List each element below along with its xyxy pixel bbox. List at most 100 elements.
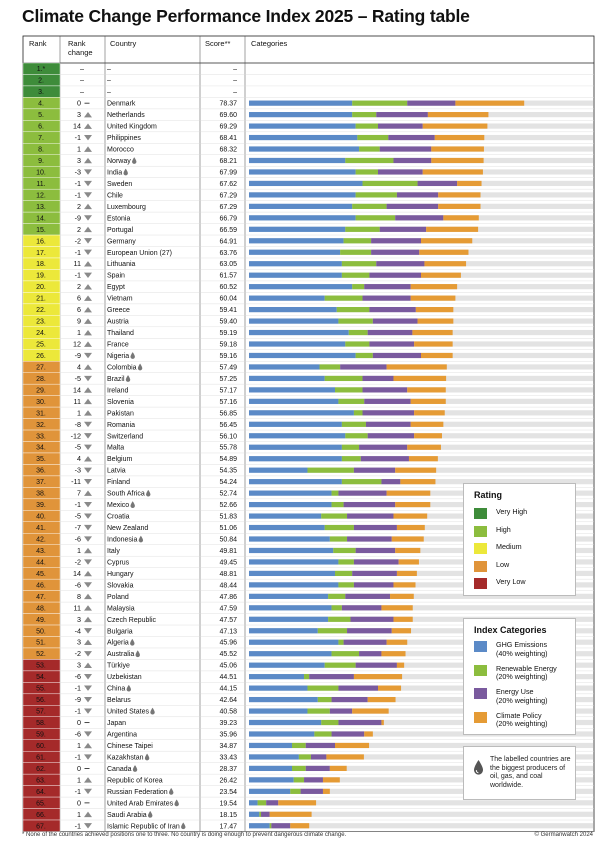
bar-segment-policy [422, 169, 483, 175]
legend-swatch [474, 578, 487, 589]
category-legend-title: Index Categories [474, 625, 547, 635]
score-value: 54.35 [219, 468, 237, 475]
bar-background [249, 559, 593, 565]
score-value: 47.13 [219, 628, 237, 635]
bar-segment-ghg [249, 433, 346, 439]
oil-drop-icon [137, 363, 143, 371]
bar-segment-policy [395, 467, 437, 473]
rank-change-value: -6 [75, 672, 81, 681]
bar-segment-energy [341, 605, 382, 611]
rank-label: 31. [36, 410, 46, 417]
bar-segment-policy [367, 696, 396, 703]
rank-label: 18. [36, 261, 46, 268]
rank-label: 22. [36, 307, 46, 314]
country-name: Latvia [107, 468, 126, 475]
down-arrow-icon [84, 754, 92, 760]
rank-label: 7. [38, 135, 44, 142]
bar-segment-policy [386, 490, 431, 496]
bar-segment-energy [369, 272, 421, 278]
bar-segment-renewable [355, 169, 378, 175]
score-value: 67.62 [219, 181, 237, 188]
bar-segment-energy [393, 157, 432, 164]
bar-segment-ghg [249, 788, 291, 794]
down-arrow-icon [84, 352, 92, 359]
rank-change-value: -1 [75, 179, 81, 188]
bar-segment-renewable [314, 731, 332, 737]
bar-segment-ghg [249, 616, 329, 622]
bar-segment-energy [372, 318, 418, 324]
bar-segment-renewable [353, 410, 363, 416]
score-value: 68.21 [219, 158, 237, 165]
oil-drop-icon [474, 760, 483, 775]
rank-label: 24. [36, 330, 46, 337]
bar-segment-renewable [345, 433, 368, 439]
score-value: 63.76 [219, 250, 237, 257]
bar-segment-ghg [249, 765, 292, 772]
up-arrow-icon [84, 112, 92, 118]
rank-change-value: 1 [77, 408, 81, 417]
bar-segment-ghg [249, 754, 299, 760]
oil-drop-icon [138, 535, 144, 543]
bar-segment-renewable [331, 605, 342, 611]
bar-segment-renewable [352, 100, 408, 106]
rank-change-value: 4 [77, 454, 81, 463]
bar-segment-policy [414, 341, 453, 347]
oil-drop-icon [130, 501, 135, 508]
score-value: 56.45 [219, 422, 237, 429]
bar-segment-ghg [249, 742, 292, 749]
legend-label: Energy Use (20% weighting) [496, 687, 548, 705]
bar-segment-policy [290, 823, 310, 829]
bar-segment-policy [326, 754, 364, 760]
score-value: 54.24 [219, 479, 237, 486]
score-value: – [233, 78, 237, 85]
bar-segment-policy [415, 307, 454, 313]
score-value: 60.04 [219, 296, 237, 303]
rank-change-value: 12 [73, 340, 81, 349]
rank-change-value: -12 [71, 431, 81, 440]
bar-segment-renewable [338, 639, 344, 645]
legend-swatch [474, 688, 487, 699]
score-value: 26.42 [219, 777, 237, 784]
country-name: Portugal [107, 227, 134, 234]
bar-background [249, 777, 593, 783]
bar-segment-energy [353, 559, 399, 565]
bar-segment-ghg [249, 674, 305, 680]
down-arrow-icon [84, 696, 92, 703]
score-value: 66.59 [219, 227, 237, 234]
rank-change-value: 1 [77, 546, 81, 555]
rank-change-value: 2 [77, 225, 81, 234]
rank-label: 36. [36, 468, 46, 475]
bar-segment-ghg [249, 272, 342, 278]
bar-segment-policy [396, 570, 417, 577]
oil-drop-icon [130, 638, 135, 646]
bar-segment-renewable [307, 708, 330, 714]
rank-label: 53. [36, 663, 46, 670]
bar-background [249, 628, 593, 634]
rank-label: 54. [36, 674, 46, 681]
bar-segment-renewable [341, 479, 382, 485]
bar-segment-policy [335, 742, 370, 749]
rank-change-value: -1 [75, 271, 81, 280]
rank-label: 23. [36, 319, 46, 326]
down-arrow-icon [84, 444, 92, 451]
rank-label: 42. [36, 537, 46, 544]
bar-segment-energy [310, 754, 327, 760]
bar-segment-renewable [324, 295, 363, 301]
score-value: 39.23 [219, 720, 237, 727]
bar-segment-ghg [249, 169, 356, 175]
header-country: Country [110, 39, 137, 48]
bar-segment-ghg [249, 226, 346, 232]
bar-segment-energy [379, 146, 432, 152]
down-arrow-icon [84, 249, 92, 256]
score-value: 47.86 [219, 594, 237, 601]
down-arrow-icon [84, 169, 92, 175]
score-value: 45.06 [219, 663, 237, 670]
country-name: Morocco [107, 147, 134, 154]
bar-segment-ghg [249, 708, 308, 714]
country-name: Algeria [107, 640, 129, 647]
bar-segment-renewable [341, 421, 366, 427]
bar-segment-ghg [249, 180, 363, 187]
bar-segment-policy [398, 559, 419, 565]
score-value: 42.64 [219, 697, 237, 704]
country-name: Denmark [107, 101, 136, 108]
